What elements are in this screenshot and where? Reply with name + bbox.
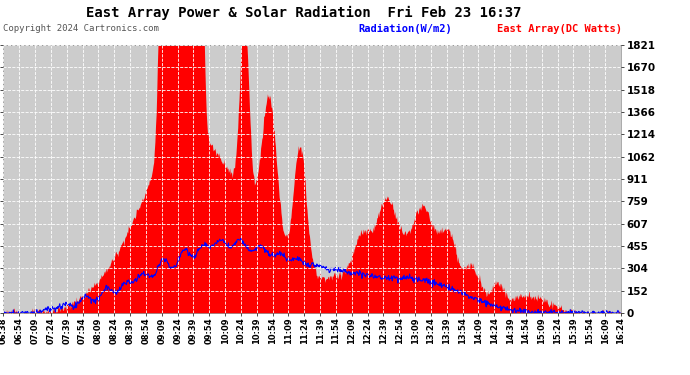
Text: Copyright 2024 Cartronics.com: Copyright 2024 Cartronics.com	[3, 24, 159, 33]
Text: Radiation(W/m2): Radiation(W/m2)	[359, 24, 453, 34]
Text: East Array(DC Watts): East Array(DC Watts)	[497, 24, 622, 34]
Text: East Array Power & Solar Radiation  Fri Feb 23 16:37: East Array Power & Solar Radiation Fri F…	[86, 6, 522, 20]
